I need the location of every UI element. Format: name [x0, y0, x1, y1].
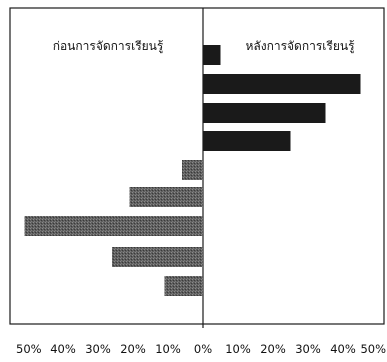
x-tick-label: 10%: [155, 342, 181, 356]
x-tick-label: 0%: [194, 342, 212, 356]
x-tick-label: 30%: [85, 342, 111, 356]
x-tick-label: 50%: [16, 342, 42, 356]
x-tick-label: 20%: [260, 342, 286, 356]
bar-before-4: [112, 247, 203, 267]
bar-before-5: [164, 276, 203, 296]
bar-before-1: [182, 160, 203, 180]
bar-after-1: [203, 45, 221, 65]
bar-after-3: [203, 103, 326, 123]
x-tick-label: 40%: [330, 342, 356, 356]
bar-before-3: [24, 216, 203, 236]
x-tick-label: 10%: [225, 342, 251, 356]
bar-before-2: [129, 187, 203, 207]
bar-after-4: [203, 131, 291, 151]
panel-right-label: หลังการจัดการเรียนรู้: [245, 39, 355, 54]
panel-left-label: ก่อนการจัดการเรียนรู้: [53, 39, 164, 54]
plot-frame: [9, 7, 385, 325]
x-tick-label: 20%: [120, 342, 146, 356]
bar-after-2: [203, 74, 361, 94]
x-tick-label: 40%: [50, 342, 76, 356]
x-tick-label: 50%: [360, 342, 386, 356]
x-tick-label: 30%: [295, 342, 321, 356]
